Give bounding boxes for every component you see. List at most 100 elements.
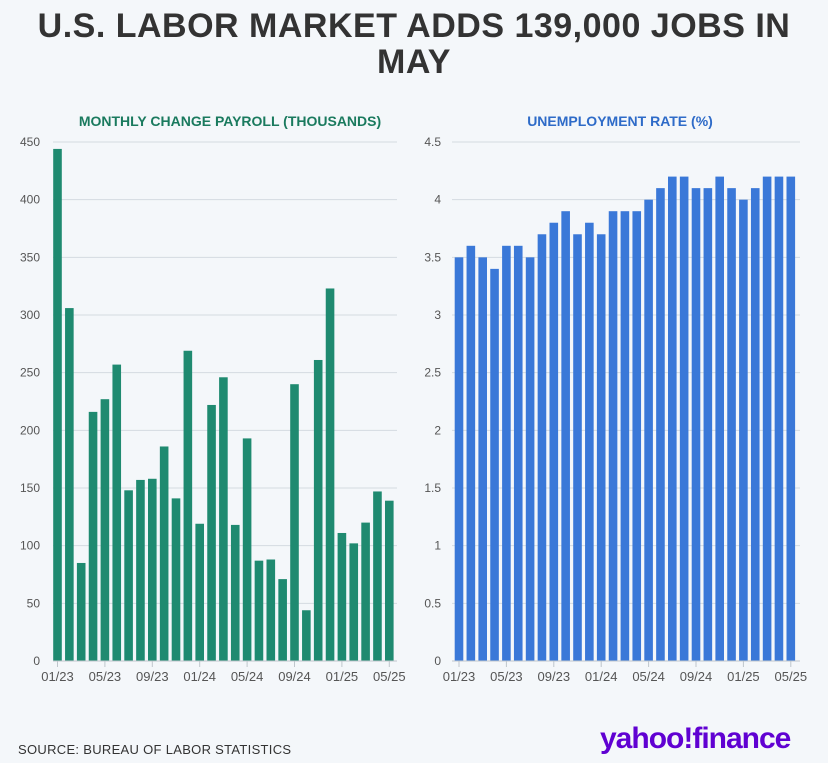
- unemployment-bar: [620, 211, 630, 661]
- page-title: U.S. LABOR MARKET ADDS 139,000 JOBS IN M…: [37, 7, 791, 81]
- payroll-bar: [385, 500, 394, 661]
- payroll-bar: [53, 148, 62, 662]
- unemployment-bar: [715, 176, 724, 661]
- payroll-bar: [254, 560, 264, 661]
- unemployment-bar: [691, 188, 701, 661]
- unemployment-bar: [774, 176, 784, 661]
- payroll-y-tick-label: 350: [20, 250, 40, 264]
- unemployment-bar: [454, 257, 464, 661]
- payroll-bar: [230, 524, 240, 661]
- source-note: SOURCE: BUREAU OF LABOR STATISTICS: [18, 742, 292, 757]
- payroll-bar: [112, 364, 122, 661]
- unemployment-x-tick-label: 05/23: [490, 669, 523, 684]
- payroll-x-tick-label: 01/24: [183, 669, 216, 684]
- payroll-bar: [183, 350, 193, 661]
- payroll-y-tick-label: 300: [20, 308, 40, 322]
- unemployment-x-tick-label: 01/23: [443, 669, 476, 684]
- unemployment-bar: [525, 257, 535, 661]
- payroll-bar: [195, 523, 204, 661]
- unemployment-bar: [739, 199, 748, 661]
- payroll-y-tick-label: 50: [27, 596, 41, 610]
- yahoo-finance-logo: yahoo!finance: [600, 722, 791, 756]
- unemployment-bar: [668, 176, 677, 661]
- payroll-y-tick-label: 250: [20, 366, 40, 380]
- unemployment-bar: [762, 176, 772, 661]
- payroll-x-tick-label: 09/24: [278, 669, 311, 684]
- payroll-bar: [242, 438, 252, 661]
- unemployment-bar: [573, 234, 582, 661]
- payroll-bar: [313, 359, 323, 661]
- unemployment-bar: [537, 234, 547, 661]
- payroll-bar: [88, 411, 98, 661]
- payroll-x-tick-label: 01/25: [326, 669, 359, 684]
- unemployment-y-tick-label: 4: [434, 193, 441, 207]
- payroll-x-tick-label: 05/23: [89, 669, 122, 684]
- unemployment-bar: [502, 245, 511, 662]
- payroll-y-tick-label: 100: [20, 539, 40, 553]
- unemployment-x-tick-label: 05/24: [632, 669, 665, 684]
- unemployment-y-tick-label: 0.5: [424, 596, 441, 610]
- payroll-y-tick-label: 400: [20, 193, 40, 207]
- payroll-x-tick-label: 09/23: [136, 669, 169, 684]
- unemployment-chart-title: UNEMPLOYMENT RATE (%): [527, 113, 713, 129]
- unemployment-y-tick-label: 2.5: [424, 366, 441, 380]
- payroll-bar: [76, 562, 86, 661]
- payroll-x-tick-label: 01/23: [41, 669, 74, 684]
- unemployment-bar: [478, 257, 487, 661]
- unemployment-bar: [644, 199, 653, 661]
- unemployment-y-tick-label: 0: [434, 654, 441, 668]
- payroll-bar: [278, 579, 287, 661]
- unemployment-y-tick-label: 1: [434, 539, 441, 553]
- payroll-bar: [361, 522, 370, 661]
- unemployment-y-tick-label: 3.5: [424, 250, 441, 264]
- payroll-bar: [373, 491, 382, 661]
- payroll-bar: [302, 610, 311, 661]
- payroll-bar: [65, 308, 74, 661]
- unemployment-x-tick-label: 01/24: [585, 669, 618, 684]
- unemployment-bar: [549, 222, 559, 661]
- unemployment-x-tick-label: 05/25: [775, 669, 808, 684]
- payroll-bar: [207, 404, 216, 661]
- payroll-bar: [148, 478, 157, 661]
- payroll-bar: [124, 490, 133, 661]
- payroll-x-tick-label: 05/25: [373, 669, 406, 684]
- unemployment-bar: [513, 245, 523, 662]
- unemployment-y-tick-label: 2: [434, 423, 441, 437]
- unemployment-bar: [466, 245, 476, 662]
- logo-text: yahoo!finance: [600, 722, 791, 755]
- payroll-bar: [171, 498, 181, 661]
- payroll-bar: [100, 399, 110, 661]
- unemployment-bar: [786, 176, 796, 661]
- payroll-chart-title: MONTHLY CHANGE PAYROLL (THOUSANDS): [78, 113, 382, 129]
- unemployment-bar: [608, 211, 618, 661]
- unemployment-y-tick-label: 1.5: [424, 481, 441, 495]
- payroll-y-tick-label: 150: [20, 481, 40, 495]
- payroll-bar: [325, 288, 335, 661]
- unemployment-x-tick-label: 09/24: [680, 669, 713, 684]
- unemployment-bar: [561, 211, 570, 661]
- unemployment-bar: [750, 188, 760, 661]
- unemployment-x-tick-label: 01/25: [727, 669, 760, 684]
- payroll-bar: [136, 479, 145, 661]
- payroll-bar: [266, 559, 276, 661]
- payroll-bar: [219, 377, 228, 661]
- payroll-bar: [290, 384, 299, 661]
- unemployment-bar: [585, 222, 594, 661]
- payroll-y-tick-label: 0: [33, 654, 40, 668]
- unemployment-bar: [703, 188, 713, 661]
- unemployment-bar: [727, 188, 736, 661]
- payroll-x-tick-label: 05/24: [231, 669, 264, 684]
- unemployment-bar: [632, 211, 642, 661]
- payroll-y-tick-label: 200: [20, 423, 40, 437]
- payroll-bar: [349, 543, 359, 661]
- unemployment-bar: [656, 188, 665, 661]
- payroll-y-tick-label: 450: [20, 135, 40, 149]
- unemployment-bar: [490, 268, 499, 661]
- unemployment-x-tick-label: 09/23: [538, 669, 571, 684]
- payroll-bar: [337, 532, 347, 661]
- unemployment-y-tick-label: 3: [434, 308, 441, 322]
- unemployment-y-tick-label: 4.5: [424, 135, 441, 149]
- unemployment-bar: [596, 234, 606, 661]
- unemployment-bar: [679, 176, 689, 661]
